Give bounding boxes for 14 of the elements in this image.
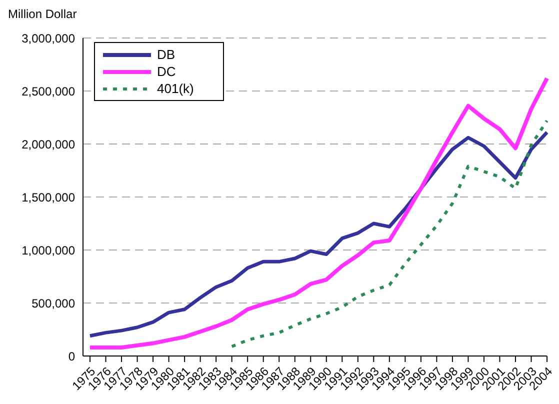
legend-label: DC: [157, 64, 176, 79]
y-tick-label: 500,000: [32, 296, 76, 310]
y-tick-label: 1,000,000: [22, 243, 76, 258]
y-axis-title: Million Dollar: [8, 7, 77, 21]
y-tick-label: 3,000,000: [22, 31, 76, 46]
line-series: [88, 130, 549, 338]
legend-label: DB: [157, 47, 176, 62]
y-tick-label: 2,000,000: [22, 137, 76, 152]
y-tick-label: 2,500,000: [22, 84, 76, 98]
y-tick-label: 0: [68, 349, 76, 364]
y-tick-label: 1,500,000: [22, 190, 76, 204]
line-series: [230, 119, 548, 348]
legend-label: 401(k): [157, 81, 194, 96]
line-series: [88, 76, 549, 350]
